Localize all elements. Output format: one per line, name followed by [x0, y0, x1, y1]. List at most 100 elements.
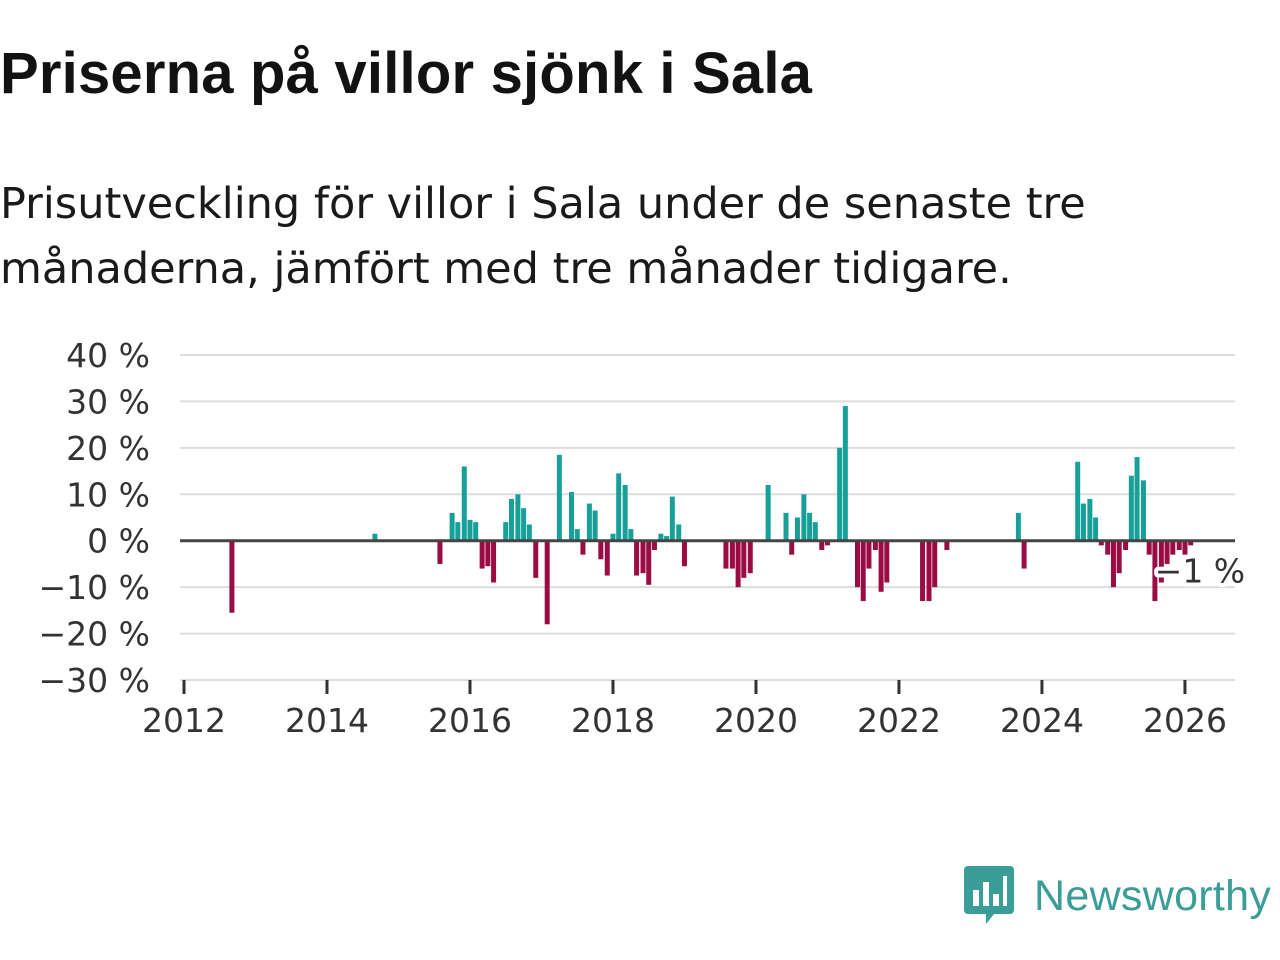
bar — [944, 540, 950, 550]
bar — [574, 529, 580, 541]
bar — [461, 466, 467, 541]
bar — [789, 540, 795, 555]
bar — [544, 540, 550, 625]
bar — [932, 540, 938, 588]
bar — [634, 540, 640, 576]
bar — [735, 540, 741, 588]
bar — [508, 498, 514, 541]
last-value-label: −1 % — [1155, 552, 1246, 591]
bar — [628, 529, 634, 541]
bar — [455, 522, 461, 541]
bar — [586, 503, 592, 541]
y-tick-label: 30 % — [66, 382, 150, 421]
bar — [533, 540, 539, 578]
bar — [669, 496, 675, 541]
bar — [651, 540, 657, 550]
bars — [229, 406, 1194, 625]
y-tick-label: −10 % — [39, 568, 151, 607]
newsworthy-logo: Newsworthy — [964, 864, 1271, 928]
newsworthy-logo-icon — [964, 866, 1014, 924]
bar — [569, 491, 575, 541]
last-value-annotation: −1 %−1 % — [1151, 548, 1250, 595]
x-axis: 2012 2014 2016 2018 2020 2022 2024 2026 — [142, 680, 1227, 740]
bar — [765, 485, 771, 541]
y-tick-label: 0 % — [87, 522, 150, 561]
bar — [842, 406, 848, 541]
x-tick-label: 2012 — [142, 701, 226, 740]
bar — [592, 510, 598, 541]
bar — [1146, 540, 1152, 555]
bar — [485, 540, 491, 567]
bar — [1075, 461, 1081, 541]
bar — [872, 540, 878, 550]
bar — [1182, 540, 1188, 555]
bar — [878, 540, 884, 592]
bar — [837, 447, 843, 541]
bar — [646, 540, 652, 585]
bar — [1164, 540, 1170, 564]
bar — [747, 540, 753, 574]
bar — [729, 540, 735, 569]
bar — [1093, 517, 1099, 541]
bar — [503, 522, 509, 541]
bar — [1152, 540, 1158, 602]
bar — [664, 536, 670, 541]
bar — [622, 485, 628, 541]
bar — [1128, 475, 1134, 541]
x-tick-label: 2020 — [714, 701, 798, 740]
bar — [521, 508, 527, 541]
brand-name: Newsworthy — [1034, 871, 1272, 920]
bar — [926, 540, 932, 602]
y-tick-label: −30 % — [39, 661, 151, 700]
bar — [640, 540, 646, 574]
bar — [616, 473, 622, 541]
bar — [1140, 480, 1146, 541]
bar — [526, 524, 532, 541]
bar — [920, 540, 926, 602]
bar — [1110, 540, 1116, 588]
bar — [479, 540, 485, 569]
bar — [723, 540, 729, 569]
bar — [783, 512, 789, 541]
y-tick-label: 40 % — [66, 336, 150, 375]
bar — [604, 540, 610, 576]
bar — [1015, 512, 1021, 541]
y-tick-label: 10 % — [66, 475, 150, 514]
bar — [491, 540, 497, 583]
bar — [1087, 498, 1093, 541]
bar — [1170, 540, 1176, 555]
bar — [598, 540, 604, 560]
bar — [610, 533, 616, 541]
last-value-halo: −1 % — [1155, 552, 1246, 591]
bar — [658, 533, 664, 541]
bar — [437, 540, 443, 564]
bar — [556, 454, 562, 541]
bar — [794, 517, 800, 541]
chart-area: 40 %30 %20 %10 %0 %−10 %−20 %−30 % 2012 2… — [39, 336, 1250, 740]
chart-title: Priserna på villor sjönk i Sala — [0, 41, 813, 106]
bar — [1116, 540, 1122, 574]
x-tick-label: 2016 — [428, 701, 512, 740]
bar — [515, 494, 521, 541]
bar — [449, 512, 455, 541]
bar — [812, 522, 818, 541]
bar — [1134, 457, 1140, 541]
bar — [473, 522, 479, 541]
x-tick-label: 2022 — [857, 701, 941, 740]
bar — [860, 540, 866, 602]
bar — [467, 519, 473, 541]
bar — [884, 540, 890, 583]
y-tick-label: 20 % — [66, 429, 150, 468]
bar — [741, 540, 747, 578]
y-axis-labels: 40 % 30 % 20 % 10 % 0 % −10 % −20 % −30 % — [39, 336, 151, 700]
bar — [807, 512, 813, 541]
bar — [1176, 540, 1182, 550]
bar — [1105, 540, 1111, 555]
bar — [1188, 540, 1194, 546]
bar — [1021, 540, 1027, 569]
bar — [681, 540, 687, 567]
bar — [1123, 540, 1129, 550]
bar — [372, 533, 378, 541]
bar — [229, 540, 235, 613]
bar — [1158, 540, 1164, 583]
